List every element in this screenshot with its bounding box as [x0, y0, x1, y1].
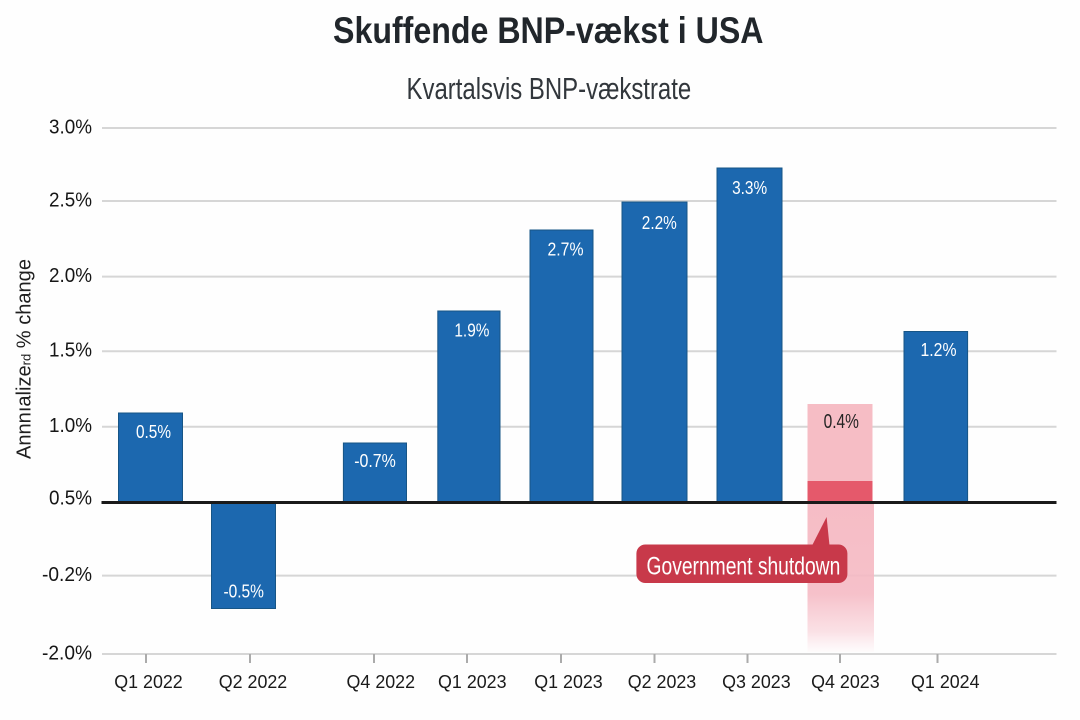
- svg-text:-0.5%: -0.5%: [223, 581, 264, 602]
- svg-text:Government shutdown: Government shutdown: [647, 552, 841, 580]
- svg-text:2.7%: 2.7%: [548, 238, 584, 259]
- svg-text:Skuffende BNP-vækst i USA: Skuffende BNP-vækst i USA: [333, 10, 764, 51]
- svg-text:Q1 2024: Q1 2024: [911, 671, 980, 692]
- svg-text:Q3 2023: Q3 2023: [722, 671, 791, 692]
- svg-text:Q1 2022: Q1 2022: [114, 671, 183, 692]
- svg-text:Q4 2022: Q4 2022: [347, 671, 416, 692]
- svg-text:0.4%: 0.4%: [824, 411, 859, 433]
- svg-text:2.0%: 2.0%: [49, 265, 92, 287]
- svg-text:Q2 2023: Q2 2023: [628, 671, 697, 692]
- svg-text:3.3%: 3.3%: [732, 177, 767, 198]
- svg-text:1.0%: 1.0%: [49, 415, 92, 437]
- svg-text:1.2%: 1.2%: [921, 339, 957, 360]
- svg-text:0.5%: 0.5%: [136, 421, 171, 442]
- svg-text:Q4 2023: Q4 2023: [811, 671, 880, 692]
- svg-text:-2.0%: -2.0%: [42, 642, 92, 664]
- svg-text:-0.2%: -0.2%: [42, 564, 92, 586]
- svg-text:2.2%: 2.2%: [642, 212, 677, 233]
- svg-text:Q2 2022: Q2 2022: [219, 671, 288, 692]
- svg-text:Kvartalsvis BNP-vækstrate: Kvartalsvis BNP-vækstrate: [407, 71, 692, 106]
- svg-text:2.5%: 2.5%: [49, 189, 92, 211]
- svg-text:0.5%: 0.5%: [49, 487, 92, 509]
- svg-text:1.9%: 1.9%: [454, 319, 489, 340]
- svg-text:Q1 2023: Q1 2023: [534, 671, 603, 692]
- svg-text:Annnıalizerd % change: Annnıalizerd % change: [14, 259, 36, 459]
- svg-text:-0.7%: -0.7%: [354, 450, 396, 471]
- svg-text:3.0%: 3.0%: [49, 116, 92, 138]
- svg-text:1.5%: 1.5%: [49, 340, 92, 362]
- svg-text:Q1 2023: Q1 2023: [438, 671, 507, 692]
